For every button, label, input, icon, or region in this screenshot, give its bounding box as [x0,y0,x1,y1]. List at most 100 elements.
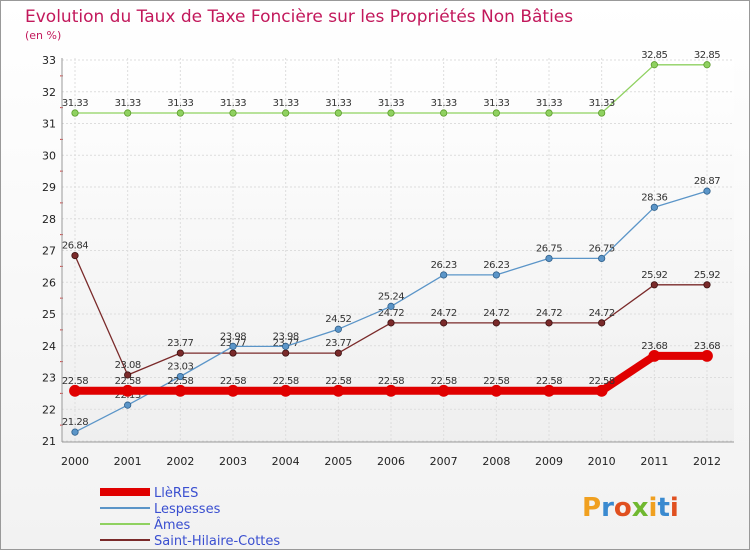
logo-letter: i [649,493,658,523]
y-tick-label: 25 [42,308,56,321]
x-tick-label: 2008 [482,455,510,468]
data-point [598,109,606,117]
data-label: 26.75 [589,243,615,254]
data-label: 24.52 [325,314,351,325]
data-label: 24.72 [483,308,509,319]
y-tick-label: 27 [42,245,56,258]
data-point [490,384,503,397]
data-point [229,349,237,357]
data-label: 22.58 [273,376,299,387]
data-point [387,302,395,310]
data-label: 22.58 [167,376,193,387]
data-label: 25.92 [641,270,667,281]
data-label: 28.87 [694,176,720,187]
x-tick-label: 2009 [535,455,563,468]
data-point [124,109,132,117]
data-label: 26.75 [536,243,562,254]
data-point [176,109,184,117]
data-point [121,384,134,397]
y-tick-label: 29 [42,181,56,194]
data-label: 31.33 [536,98,562,109]
x-tick-label: 2006 [377,455,405,468]
data-label: 31.33 [167,98,193,109]
series-layer: 31.33 31.33 31.33 31.33 31.33 31.33 31.33 31.33… [62,50,721,436]
legend-label: Lespesses [154,502,221,517]
data-point [650,61,658,69]
data-label: 22.58 [536,376,562,387]
data-point [703,61,711,69]
data-point [282,342,290,350]
data-point [545,319,553,327]
data-label: 26.23 [431,260,457,271]
data-label: 25.92 [694,270,720,281]
data-point [332,384,345,397]
data-point [440,271,448,279]
data-label: 22.58 [62,376,88,387]
data-label: 23.77 [167,338,193,349]
data-point [279,384,292,397]
data-point [703,281,711,289]
data-point [440,109,448,117]
logo-letter: t [657,493,669,523]
data-point [71,251,79,260]
x-tick-label: 2007 [430,455,458,468]
data-point [69,384,81,397]
data-label: 23.77 [325,338,351,349]
y-tick-label: 28 [42,213,56,226]
data-point [385,384,397,397]
data-label: 31.33 [483,98,509,109]
data-label: 31.33 [325,98,351,109]
axes: 21 22 23 24 25 26 27 28 29 30 31 32 33 2000 2001 2002 20… [42,54,734,468]
data-label: 23.03 [167,362,193,373]
data-label: 31.33 [589,98,615,109]
data-label: 31.33 [378,98,404,109]
data-label: 23.08 [115,360,141,371]
data-label: 31.33 [220,98,246,109]
x-tick-label: 2011 [640,455,668,468]
data-label: 21.28 [62,417,88,428]
data-point [598,319,606,327]
proxiti-logo: Proxiti [582,493,679,523]
data-point [492,319,500,327]
y-tick-label: 23 [42,372,56,385]
chart-title: Evolution du Taux de Taxe Foncière sur l… [25,7,573,27]
data-point [545,254,553,263]
data-label: 24.72 [431,308,457,319]
data-point [124,401,132,409]
data-point [282,349,290,357]
data-point [227,384,239,397]
data-point [492,109,500,117]
y-tick-label: 26 [42,276,56,289]
y-tick-label: 30 [42,149,56,162]
data-label: 31.33 [115,98,141,109]
data-point [71,428,79,436]
x-tick-label: 2002 [166,455,194,468]
data-point [650,281,658,289]
data-point [334,109,342,117]
data-point [176,349,184,357]
x-tick-label: 2000 [61,455,89,468]
data-label: 26.23 [483,260,509,271]
y-tick-label: 32 [42,86,56,99]
data-point [440,319,448,327]
data-label: 24.72 [589,308,615,319]
chart-subtitle: (en %) [25,29,61,42]
logo-letter: i [670,493,679,523]
logo-text: Proxiti [582,493,679,523]
x-tick-label: 2003 [219,455,247,468]
data-point [124,371,132,379]
data-label: 22.58 [589,376,615,387]
data-point [229,109,237,117]
data-label: 23.98 [220,331,246,342]
data-label: 22.58 [220,376,246,387]
x-tick-label: 2012 [693,455,721,468]
logo-letter: r [601,493,614,523]
data-label: 22.58 [378,376,404,387]
data-point [387,319,395,327]
data-label: 22.58 [431,376,457,387]
data-point [334,349,342,357]
legend-label: Âmes [154,517,191,533]
y-tick-label: 31 [42,118,56,131]
